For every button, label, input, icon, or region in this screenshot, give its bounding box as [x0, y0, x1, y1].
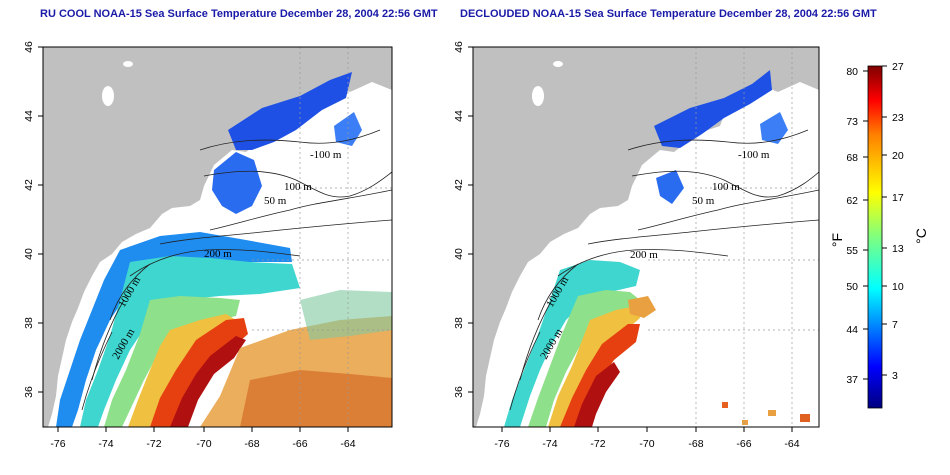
left-lat-tick: 44	[23, 110, 35, 122]
right-lat-tick: 46	[453, 41, 465, 53]
colorbar-fahrenheit-ticks: 80 73 68 62 55 50 44 37	[846, 66, 868, 386]
colorbar-c-tick: 3	[892, 370, 898, 382]
left-contour-label: 200 m	[204, 248, 232, 260]
left-sst-shelf-band	[56, 232, 292, 427]
right-lat-tick: 36	[453, 386, 465, 398]
right-sst-gulf-stream-core	[574, 362, 620, 427]
left-lat-tick: 42	[23, 179, 35, 191]
right-sst-speck	[768, 410, 776, 416]
right-sst-speck	[742, 420, 748, 425]
left-panel-title: RU COOL NOAA-15 Sea Surface Temperature …	[40, 8, 438, 20]
left-sst-cyan-band	[80, 256, 300, 427]
colorbar-celsius-label: °C	[913, 228, 929, 244]
temperature-colorbar: 80 73 68 62 55 50 44 37 27 23 20 17 13 1…	[829, 61, 929, 409]
colorbar-f-tick: 55	[846, 245, 858, 257]
left-lat-tick: 36	[23, 386, 35, 398]
left-land-mass	[43, 47, 392, 427]
colorbar-c-tick: 10	[892, 281, 904, 293]
colorbar-c-tick: 27	[892, 61, 904, 73]
right-lon-tick: -74	[542, 438, 557, 450]
right-sst-gulf-of-maine	[654, 70, 772, 148]
colorbar-fahrenheit-label: °F	[829, 233, 845, 247]
left-sst-gulf-of-maine	[228, 72, 352, 150]
right-lon-tick: -70	[639, 438, 654, 450]
right-bathymetry-contours	[509, 129, 819, 411]
right-sst-georges	[760, 112, 788, 144]
left-lat-tick: 40	[23, 248, 35, 260]
colorbar-c-tick: 23	[892, 112, 904, 124]
colorbar-f-tick: 68	[846, 152, 858, 164]
colorbar-c-tick: 7	[892, 319, 898, 331]
right-lon-tick: -68	[688, 438, 703, 450]
right-panel-title: DECLOUDED NOAA-15 Sea Surface Temperatur…	[460, 8, 877, 20]
left-contour-label: 100 m	[284, 181, 312, 193]
left-map-panel: -100 m 100 m 50 m 200 m 1000 m 2000 m -7…	[23, 41, 393, 450]
left-lon-tick: -64	[340, 438, 355, 450]
left-contour-label: -100 m	[310, 149, 342, 161]
right-sst-green	[528, 290, 640, 427]
right-sst-speck	[722, 402, 728, 408]
left-lon-tick: -70	[196, 438, 211, 450]
right-sst-speck	[800, 414, 810, 422]
left-sst-gulf-of-maine-2	[212, 152, 262, 214]
left-lon-tick: -68	[244, 438, 259, 450]
left-sst-offshore-orange-speckle	[240, 370, 392, 427]
left-lon-tick: -72	[146, 438, 161, 450]
left-lake	[123, 61, 133, 67]
colorbar-f-tick: 44	[846, 324, 858, 336]
colorbar-celsius-ticks: 27 23 20 17 13 10 7 3	[882, 61, 904, 382]
left-nova-scotia-land	[290, 47, 392, 90]
right-lat-tick: 38	[453, 317, 465, 329]
left-lat-axis: 46 44 42 40 38 36	[23, 41, 43, 398]
colorbar-c-tick: 20	[892, 150, 904, 162]
right-sst-warm-patch	[628, 296, 656, 318]
left-sst-green-band	[104, 296, 240, 427]
colorbar-f-tick: 62	[846, 195, 858, 207]
left-lat-tick: 38	[23, 317, 35, 329]
right-contour-label: 100 m	[712, 181, 740, 193]
right-lake	[532, 86, 544, 106]
left-sst-gulf-stream-core	[170, 336, 246, 427]
left-map-frame	[42, 46, 393, 428]
right-lat-axis: 46 44 42 40 38 36	[453, 41, 473, 398]
right-map-panel: -100 m 100 m 50 m 200 m 1000 m 2000 m -7…	[453, 41, 820, 450]
left-lake	[102, 86, 114, 106]
right-contour-label: 200 m	[630, 249, 658, 261]
right-contour-label: 50 m	[692, 195, 715, 207]
colorbar-c-tick: 13	[892, 243, 904, 255]
left-lon-tick: -74	[98, 438, 113, 450]
right-lat-tick: 42	[453, 179, 465, 191]
right-lon-tick: -72	[590, 438, 605, 450]
right-sst-small-patch	[656, 170, 684, 204]
left-lon-tick: -66	[292, 438, 307, 450]
left-sst-offshore-green	[300, 290, 392, 340]
left-lon-tick: -76	[50, 438, 65, 450]
right-lon-tick: -66	[736, 438, 751, 450]
right-contour-label: -100 m	[738, 149, 770, 161]
colorbar-f-tick: 37	[846, 374, 858, 386]
colorbar-f-tick: 50	[846, 281, 858, 293]
right-lat-tick: 44	[453, 110, 465, 122]
colorbar-gradient	[867, 65, 883, 409]
colorbar-f-tick: 73	[846, 116, 858, 128]
left-bathymetry-contours	[81, 129, 392, 411]
left-contour-label: 50 m	[264, 195, 287, 207]
right-lat-tick: 40	[453, 248, 465, 260]
left-lon-axis: -76 -74 -72 -70 -68 -66 -64	[50, 427, 356, 450]
colorbar-f-tick: 80	[846, 66, 858, 78]
colorbar-c-tick: 17	[892, 192, 904, 204]
left-lat-tick: 46	[23, 41, 35, 53]
right-lon-axis: -76 -74 -72 -70 -68 -66 -64	[494, 427, 800, 450]
right-lake	[553, 61, 563, 67]
right-land-mass	[473, 47, 819, 427]
left-grid	[252, 47, 392, 427]
right-grid	[648, 47, 819, 427]
right-lon-tick: -64	[784, 438, 799, 450]
right-lon-tick: -76	[494, 438, 509, 450]
right-sst-shelf-cyan	[504, 260, 640, 427]
right-map-frame	[472, 46, 820, 428]
